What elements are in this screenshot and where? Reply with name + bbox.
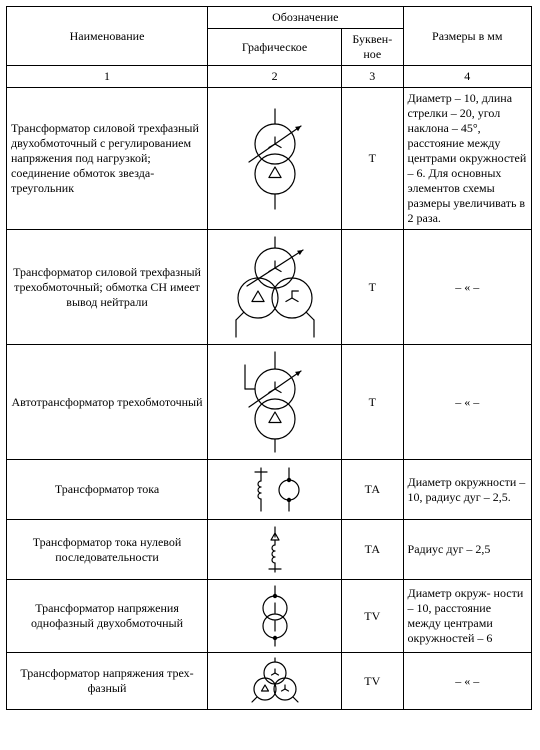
- name-cell: Трансформатор тока нулевой последователь…: [7, 520, 208, 580]
- letter-code-cell: Т: [342, 345, 403, 460]
- letter-code-cell: TV: [342, 653, 403, 710]
- symbol-icon: [235, 655, 315, 707]
- graphic-symbol-cell: [208, 580, 342, 653]
- graphic-symbol-cell: [208, 345, 342, 460]
- table-row: Трансформатор силовой трехфазный трехобм…: [7, 230, 532, 345]
- name-cell: Трансформатор силовой трехфазный трехобм…: [7, 230, 208, 345]
- letter-code-cell: Т: [342, 88, 403, 230]
- letter-code-cell: TV: [342, 580, 403, 653]
- header-name: Наименование: [7, 7, 208, 66]
- symbol-icon: [235, 522, 315, 577]
- name-cell: Трансформатор напряжения трех- фазный: [7, 653, 208, 710]
- dimensions-cell: – « –: [403, 345, 531, 460]
- dimensions-cell: Диаметр – 10, длина стрелки – 20, угол н…: [403, 88, 531, 230]
- symbol-icon: [220, 232, 330, 342]
- symbol-icon: [225, 347, 325, 457]
- graphic-symbol-cell: [208, 88, 342, 230]
- header-designation: Обозначение: [208, 7, 403, 29]
- header-dimensions: Размеры в мм: [403, 7, 531, 66]
- name-cell: Трансформатор тока: [7, 460, 208, 520]
- transformer-symbols-table: Наименование Обозначение Размеры в мм Гр…: [6, 6, 532, 710]
- dimensions-cell: Диаметр окруж- ности – 10, расстояние ме…: [403, 580, 531, 653]
- table-row: Трансформатор напряжения однофазный двух…: [7, 580, 532, 653]
- graphic-symbol-cell: [208, 520, 342, 580]
- letter-code-cell: ТА: [342, 460, 403, 520]
- table-row: Автотрансформатор трехобмоточный Т– « –: [7, 345, 532, 460]
- graphic-symbol-cell: [208, 653, 342, 710]
- dimensions-cell: – « –: [403, 230, 531, 345]
- graphic-symbol-cell: [208, 460, 342, 520]
- symbol-icon: [235, 462, 315, 517]
- name-cell: Трансформатор силовой трехфазный двухобм…: [7, 88, 208, 230]
- symbol-icon: [240, 582, 310, 650]
- table-row: Трансформатор тока нулевой последователь…: [7, 520, 532, 580]
- symbol-icon: [225, 104, 325, 214]
- letter-code-cell: ТА: [342, 520, 403, 580]
- dimensions-cell: Диаметр окружности – 10, радиус дуг – 2,…: [403, 460, 531, 520]
- col-num-3: 3: [342, 66, 403, 88]
- letter-code-cell: Т: [342, 230, 403, 345]
- dimensions-cell: Радиус дуг – 2,5: [403, 520, 531, 580]
- name-cell: Трансформатор напряжения однофазный двух…: [7, 580, 208, 653]
- col-num-2: 2: [208, 66, 342, 88]
- dimensions-cell: – « –: [403, 653, 531, 710]
- header-letter: Буквен- ное: [342, 29, 403, 66]
- name-cell: Автотрансформатор трехобмоточный: [7, 345, 208, 460]
- col-num-4: 4: [403, 66, 531, 88]
- col-num-1: 1: [7, 66, 208, 88]
- header-graphic: Графическое: [208, 29, 342, 66]
- table-row: Трансформатор тока ТАДиаметр окружности …: [7, 460, 532, 520]
- table-row: Трансформатор силовой трехфазный двухобм…: [7, 88, 532, 230]
- graphic-symbol-cell: [208, 230, 342, 345]
- table-row: Трансформатор напряжения трех- фазный TV…: [7, 653, 532, 710]
